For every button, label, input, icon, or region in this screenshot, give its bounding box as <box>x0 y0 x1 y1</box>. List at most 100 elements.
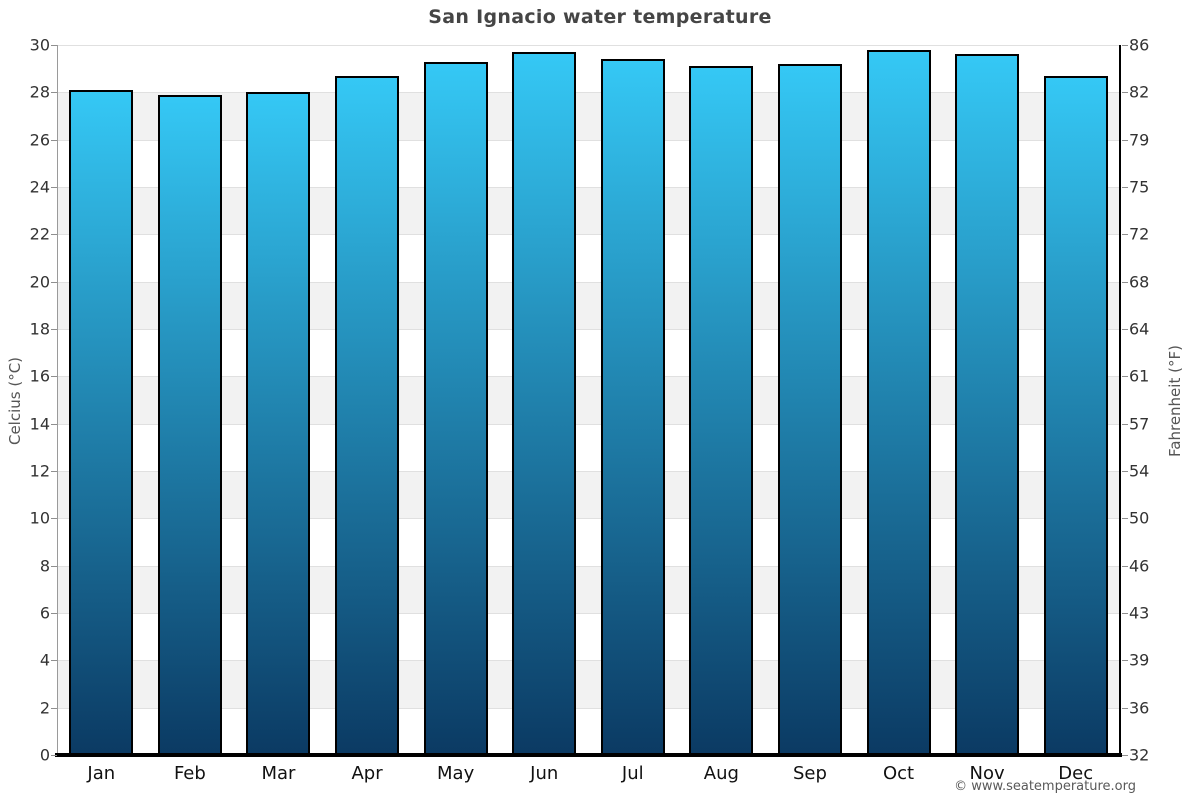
plot-band <box>57 187 1120 235</box>
fahrenheit-tick-label: 46 <box>1129 556 1150 576</box>
bar-sep <box>777 63 842 755</box>
celsius-tick-mark <box>51 518 57 520</box>
bar-nov <box>955 54 1020 755</box>
y-axis-title-celsius: Celcius (°C) <box>6 356 24 446</box>
fahrenheit-tick-mark <box>1122 45 1128 46</box>
plot-band <box>57 139 1120 187</box>
month-tick-label: Dec <box>1058 763 1094 784</box>
gridline <box>57 376 1120 378</box>
bar-feb <box>157 94 222 755</box>
celsius-tick-label: 16 <box>29 366 50 386</box>
fahrenheit-tick-label: 50 <box>1129 508 1150 528</box>
fahrenheit-tick-mark <box>1122 329 1128 330</box>
plot-band <box>57 234 1120 282</box>
celsius-tick-label: 2 <box>39 698 50 718</box>
bar-dec <box>1043 75 1108 755</box>
month-tick-label: Sep <box>792 763 827 784</box>
fahrenheit-tick-label: 82 <box>1129 82 1150 102</box>
plot-area <box>57 45 1120 755</box>
celsius-tick-label: 24 <box>29 177 50 197</box>
fahrenheit-tick-mark <box>1122 376 1128 378</box>
celsius-tick-mark <box>51 613 57 614</box>
fahrenheit-tick-mark <box>1122 755 1128 756</box>
gridline <box>57 139 1120 141</box>
bar-oct <box>866 49 931 755</box>
celsius-tick-label: 20 <box>29 272 50 292</box>
celsius-tick-label: 18 <box>29 319 50 339</box>
chart-title: San Ignacio water temperature <box>428 6 772 28</box>
celsius-tick-label: 22 <box>29 224 50 244</box>
gridline <box>57 707 1120 709</box>
celsius-tick-mark <box>51 139 57 141</box>
plot-band <box>57 707 1120 755</box>
gridline <box>57 329 1120 330</box>
bar-jan <box>69 89 134 755</box>
month-tick-label: Jan <box>87 763 116 784</box>
fahrenheit-tick-label: 68 <box>1129 272 1150 292</box>
celsius-tick-mark <box>51 281 57 283</box>
plot-band <box>57 92 1120 140</box>
right-axis-line <box>1119 45 1121 755</box>
fahrenheit-tick-label: 75 <box>1129 177 1150 197</box>
copyright-watermark: © www.seatemperature.org <box>954 779 1136 794</box>
plot-band <box>57 45 1120 93</box>
fahrenheit-tick-mark <box>1122 281 1128 283</box>
celsius-tick-label: 8 <box>39 556 50 576</box>
fahrenheit-tick-mark <box>1122 92 1128 94</box>
plot-band <box>57 613 1120 661</box>
month-tick-label: Jul <box>621 763 644 784</box>
plot-band <box>57 565 1120 613</box>
fahrenheit-tick-label: 32 <box>1129 745 1150 765</box>
celsius-tick-label: 28 <box>29 82 50 102</box>
fahrenheit-tick-mark <box>1122 518 1128 520</box>
y-axis-title-fahrenheit: Fahrenheit (°F) <box>1166 345 1184 457</box>
bar-jul <box>600 59 665 755</box>
celsius-tick-mark <box>51 234 57 236</box>
celsius-tick-mark <box>51 660 57 662</box>
left-axis-line <box>57 45 58 755</box>
gridline <box>57 518 1120 520</box>
fahrenheit-tick-label: 64 <box>1129 319 1150 339</box>
gridline <box>57 45 1120 46</box>
gridline <box>57 92 1120 94</box>
celsius-tick-mark <box>51 92 57 94</box>
fahrenheit-tick-mark <box>1122 423 1128 425</box>
gridline <box>57 565 1120 567</box>
month-tick-label: Apr <box>351 763 383 784</box>
plot-band <box>57 471 1120 519</box>
bar-mar <box>246 92 311 755</box>
celsius-tick-label: 4 <box>39 650 50 670</box>
celsius-tick-mark <box>51 707 57 709</box>
fahrenheit-tick-mark <box>1122 234 1128 236</box>
month-tick-label: Jun <box>530 763 559 784</box>
fahrenheit-tick-label: 57 <box>1129 414 1150 434</box>
plot-band <box>57 423 1120 471</box>
plot-band <box>57 660 1120 708</box>
celsius-tick-mark <box>51 423 57 425</box>
fahrenheit-tick-mark <box>1122 565 1128 567</box>
celsius-tick-label: 12 <box>29 461 50 481</box>
gridline <box>57 423 1120 425</box>
fahrenheit-tick-mark <box>1122 187 1128 188</box>
gridline <box>57 234 1120 236</box>
fahrenheit-tick-label: 79 <box>1129 130 1150 150</box>
month-tick-label: May <box>437 763 475 784</box>
celsius-tick-mark <box>51 565 57 567</box>
bar-may <box>423 61 488 755</box>
gridline <box>57 660 1120 662</box>
fahrenheit-tick-label: 72 <box>1129 224 1150 244</box>
plot-band <box>57 329 1120 377</box>
fahrenheit-tick-mark <box>1122 613 1128 614</box>
celsius-tick-mark <box>51 471 57 472</box>
plot-band <box>57 376 1120 424</box>
fahrenheit-tick-label: 43 <box>1129 603 1150 623</box>
month-tick-label: Oct <box>882 763 915 784</box>
fahrenheit-tick-label: 61 <box>1129 366 1150 386</box>
fahrenheit-tick-mark <box>1122 707 1128 709</box>
gridline <box>57 187 1120 188</box>
celsius-tick-label: 14 <box>29 414 50 434</box>
fahrenheit-tick-label: 36 <box>1129 698 1150 718</box>
gridline <box>57 281 1120 283</box>
celsius-tick-label: 6 <box>39 603 50 623</box>
